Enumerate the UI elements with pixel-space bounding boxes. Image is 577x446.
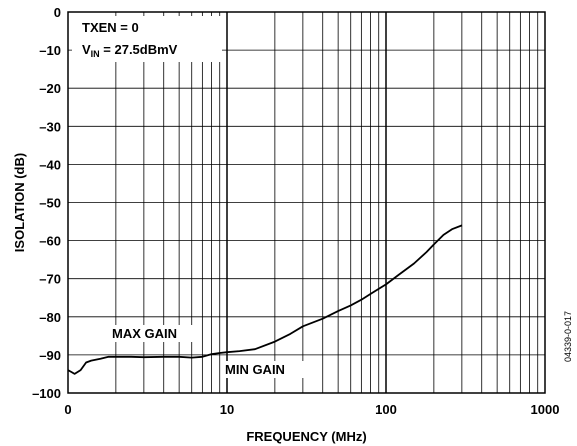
annotation-txen: TXEN = 0: [82, 20, 139, 35]
y-tick-label: –90: [39, 348, 61, 363]
min-gain-label-background: [221, 361, 305, 378]
x-axis-label: FREQUENCY (MHz): [246, 429, 366, 444]
annotation-min-gain: MIN GAIN: [225, 362, 285, 377]
x-tick-labels: 0 10 100 1000: [64, 402, 559, 417]
y-tick-label: –30: [39, 119, 61, 134]
annotation-vin: VIN = 27.5dBmV: [82, 42, 178, 59]
isolation-curve: [67, 224, 463, 375]
y-tick-label: 0: [54, 5, 61, 20]
annotation-vin-subscript: IN: [91, 49, 100, 59]
x-tick-label: 100: [375, 402, 397, 417]
y-tick-label: –40: [39, 157, 61, 172]
y-axis-label: ISOLATION (dB): [12, 153, 27, 252]
y-tick-label: –20: [39, 81, 61, 96]
x-tick-label: 0: [64, 402, 71, 417]
y-tick-label: –50: [39, 196, 61, 211]
plot-frame: [67, 11, 546, 394]
y-tick-label: –70: [39, 272, 61, 287]
y-tick-label: –100: [32, 386, 61, 401]
annotation-vin-value: = 27.5dBmV: [100, 42, 178, 57]
series-layer: [67, 224, 463, 375]
annotation-background: [72, 16, 222, 62]
y-tick-labels: 0 –10 –20 –30 –40 –50 –60 –70 –80 –90 –100: [32, 5, 61, 401]
y-tick-label: –60: [39, 234, 61, 249]
x-tick-label: 10: [220, 402, 234, 417]
x-tick-label: 1000: [531, 402, 560, 417]
y-tick-label: –10: [39, 43, 61, 58]
annotation-max-gain: MAX GAIN: [112, 326, 177, 341]
max-gain-label-background: [108, 325, 196, 342]
annotation-vin-v: V: [82, 42, 91, 57]
y-tick-label: –80: [39, 310, 61, 325]
figure-id: 04339-0-017: [563, 311, 573, 362]
